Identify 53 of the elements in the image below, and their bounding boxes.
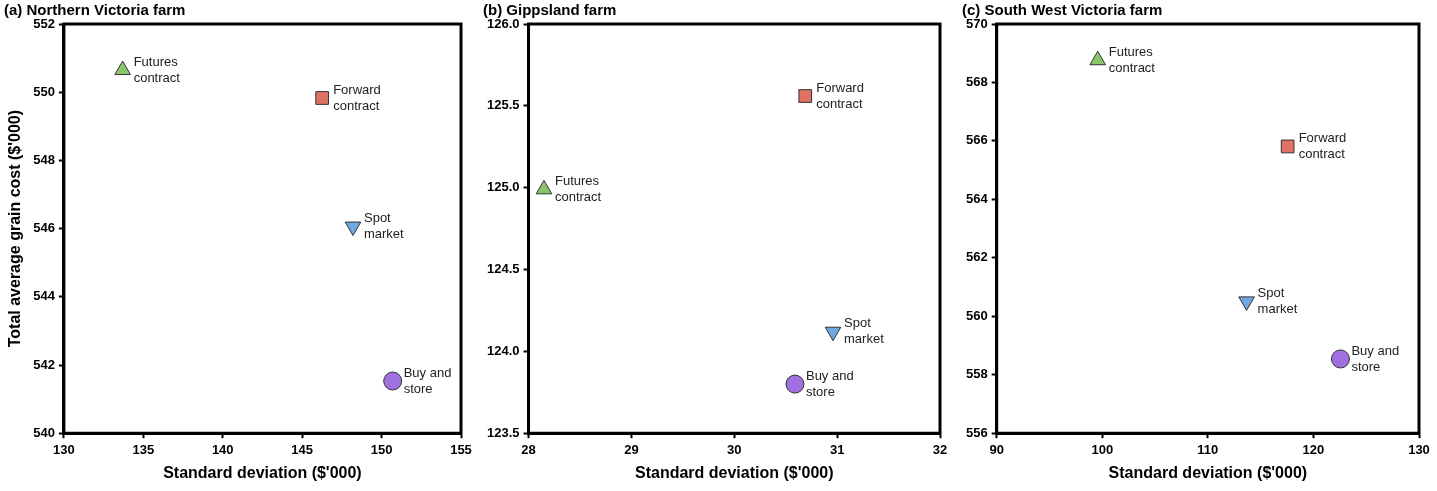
y-tick-label: 568 bbox=[965, 74, 988, 90]
y-tick-label: 560 bbox=[965, 307, 988, 323]
x-axis-title: Standard deviation ($'000) bbox=[1108, 463, 1308, 481]
y-tick-label: 125.0 bbox=[486, 179, 520, 195]
y-tick-label: 564 bbox=[965, 190, 989, 206]
x-tick-label: 155 bbox=[450, 441, 472, 457]
x-tick-label: 110 bbox=[1197, 441, 1219, 457]
y-tick-label: 566 bbox=[965, 132, 988, 148]
series-label: Forward contract bbox=[333, 81, 381, 113]
y-tick-label: 556 bbox=[965, 424, 988, 440]
y-tick-label: 546 bbox=[33, 220, 55, 236]
series-label: Futures contract bbox=[554, 172, 602, 204]
y-axis-title: Total average grain cost ($'000) bbox=[6, 109, 24, 348]
x-tick-label: 32 bbox=[932, 441, 948, 457]
series-label: Buy and store bbox=[1351, 342, 1400, 374]
x-axis-title: Standard deviation ($'000) bbox=[635, 463, 834, 481]
x-tick-label: 130 bbox=[1408, 441, 1430, 457]
point bbox=[315, 91, 330, 105]
y-tick-label: 558 bbox=[965, 366, 988, 382]
y-tick-label: 548 bbox=[33, 151, 55, 167]
x-axis-title: Standard deviation ($'000) bbox=[163, 463, 362, 481]
y-tick-label: 550 bbox=[33, 83, 55, 99]
y-tick-label: 125.5 bbox=[486, 97, 520, 113]
x-tick-label: 135 bbox=[132, 441, 155, 457]
x-tick-label: 145 bbox=[291, 441, 314, 457]
series-label: Futures contract bbox=[133, 53, 181, 85]
y-tick-label: 542 bbox=[33, 356, 55, 372]
series-label: Futures contract bbox=[1108, 43, 1156, 75]
series-label: Spot market bbox=[363, 210, 405, 242]
x-tick-label: 29 bbox=[624, 441, 639, 457]
y-tick-label: 540 bbox=[33, 424, 55, 440]
series-label: Buy and store bbox=[403, 364, 452, 396]
series-label: Forward contract bbox=[1298, 130, 1347, 162]
x-tick-label: 100 bbox=[1091, 441, 1114, 457]
y-tick-label: 124.5 bbox=[486, 261, 520, 277]
y-tick-label: 123.5 bbox=[486, 424, 520, 440]
series-label: Spot market bbox=[844, 315, 885, 347]
x-tick-label: 28 bbox=[521, 441, 536, 457]
x-tick-label: 31 bbox=[829, 441, 845, 457]
point bbox=[114, 60, 131, 76]
x-tick-label: 30 bbox=[727, 441, 742, 457]
series-label: Forward contract bbox=[816, 79, 864, 111]
point bbox=[383, 371, 403, 391]
x-tick-label: 120 bbox=[1302, 441, 1325, 457]
y-tick-label: 124.0 bbox=[486, 342, 520, 358]
y-tick-label: 562 bbox=[965, 249, 988, 265]
x-tick-label: 130 bbox=[53, 441, 75, 457]
series-label: Spot market bbox=[1257, 284, 1298, 316]
x-tick-label: 150 bbox=[370, 441, 393, 457]
y-tick-label: 544 bbox=[33, 288, 56, 304]
series-label: Buy and store bbox=[805, 367, 854, 399]
x-tick-label: 140 bbox=[211, 441, 234, 457]
x-tick-label: 90 bbox=[989, 441, 1004, 457]
